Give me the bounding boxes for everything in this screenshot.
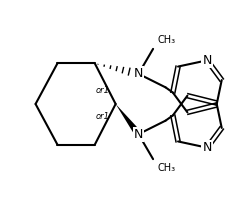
Text: or1: or1 xyxy=(96,112,110,121)
Text: CH₃: CH₃ xyxy=(157,35,175,45)
Text: or1: or1 xyxy=(96,86,110,95)
Polygon shape xyxy=(116,104,141,136)
Text: N: N xyxy=(134,128,143,141)
Text: CH₃: CH₃ xyxy=(157,163,175,173)
Text: N: N xyxy=(202,141,212,154)
Text: N: N xyxy=(134,67,143,80)
Text: N: N xyxy=(202,54,212,67)
